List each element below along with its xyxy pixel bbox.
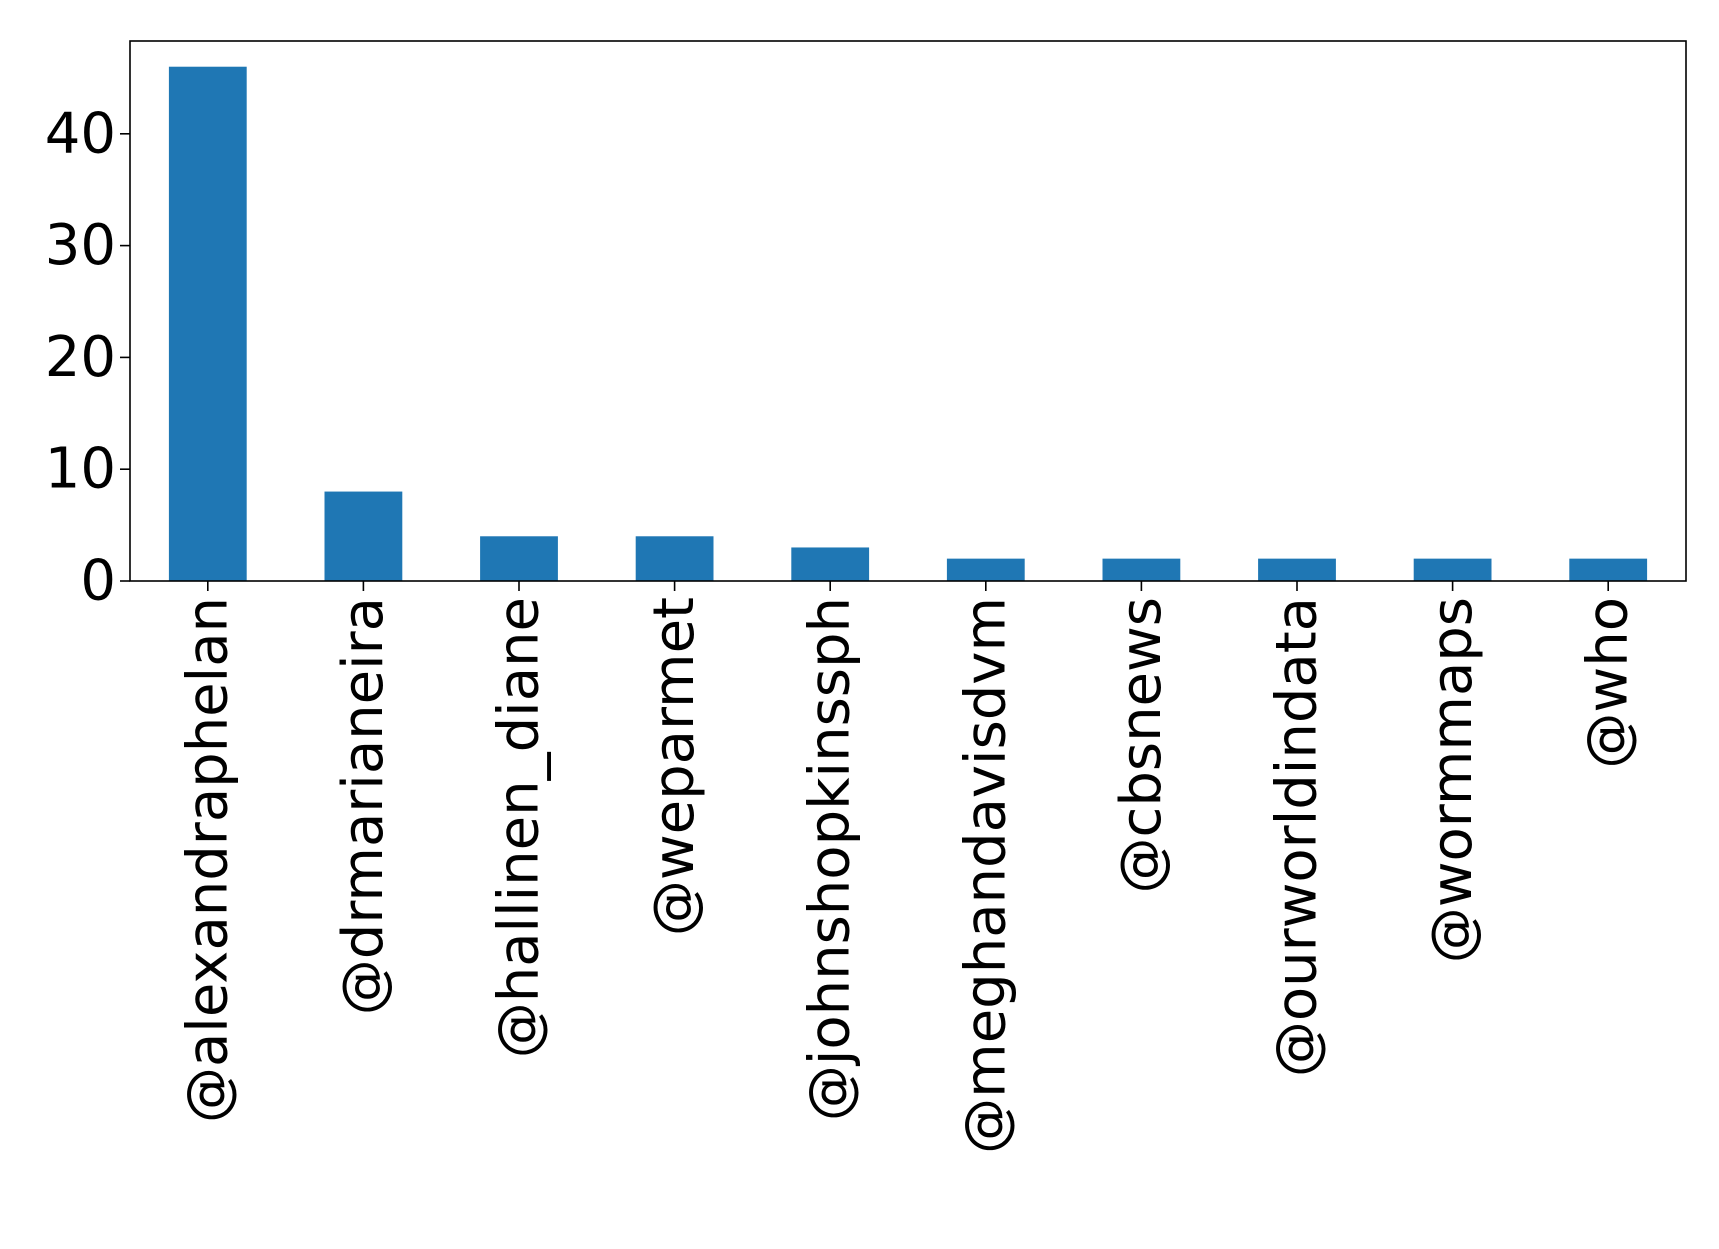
bar-weparmet	[635, 536, 714, 581]
x-tick-label: @wormmaps	[1420, 597, 1485, 963]
y-axis: 0 10 20 30 40	[45, 101, 130, 614]
x-axis: @alexandraphelan @drmarianeira @hallinen_d…	[175, 581, 1641, 1154]
bar-drmarianeira	[324, 491, 403, 581]
x-tick-label: @who	[1576, 597, 1641, 769]
y-tick-label: 30	[45, 213, 116, 278]
y-tick-label: 0	[80, 549, 116, 614]
x-tick-label: @alexandraphelan	[175, 597, 240, 1123]
bar-wormmaps	[1413, 558, 1492, 581]
x-tick-label: @meghandavisdvm	[953, 597, 1018, 1154]
x-tick-label: @ourworldindata	[1265, 597, 1330, 1077]
y-tick-label: 40	[45, 101, 116, 166]
bar-ourworldindata	[1258, 558, 1336, 581]
bar-cbsnews	[1102, 558, 1181, 581]
x-tick-label: @hallinen_diane	[487, 597, 552, 1058]
x-tick-label: @cbsnews	[1109, 597, 1174, 893]
bars-group	[168, 66, 1648, 581]
plot-frame	[129, 40, 1687, 582]
bar-alexandraphelan	[168, 66, 247, 581]
y-tick-label: 20	[45, 325, 116, 390]
y-tick-label: 10	[45, 437, 116, 502]
bar-hallinen_diane	[480, 536, 558, 581]
bar-meghandavisdvm	[946, 558, 1025, 581]
x-tick-label: @drmarianeira	[331, 597, 396, 1015]
x-tick-label: @weparmet	[642, 597, 707, 936]
bar-johnshopkinssph	[791, 547, 870, 581]
bar-who	[1569, 558, 1648, 581]
x-tick-label: @johnshopkinssph	[798, 597, 863, 1121]
